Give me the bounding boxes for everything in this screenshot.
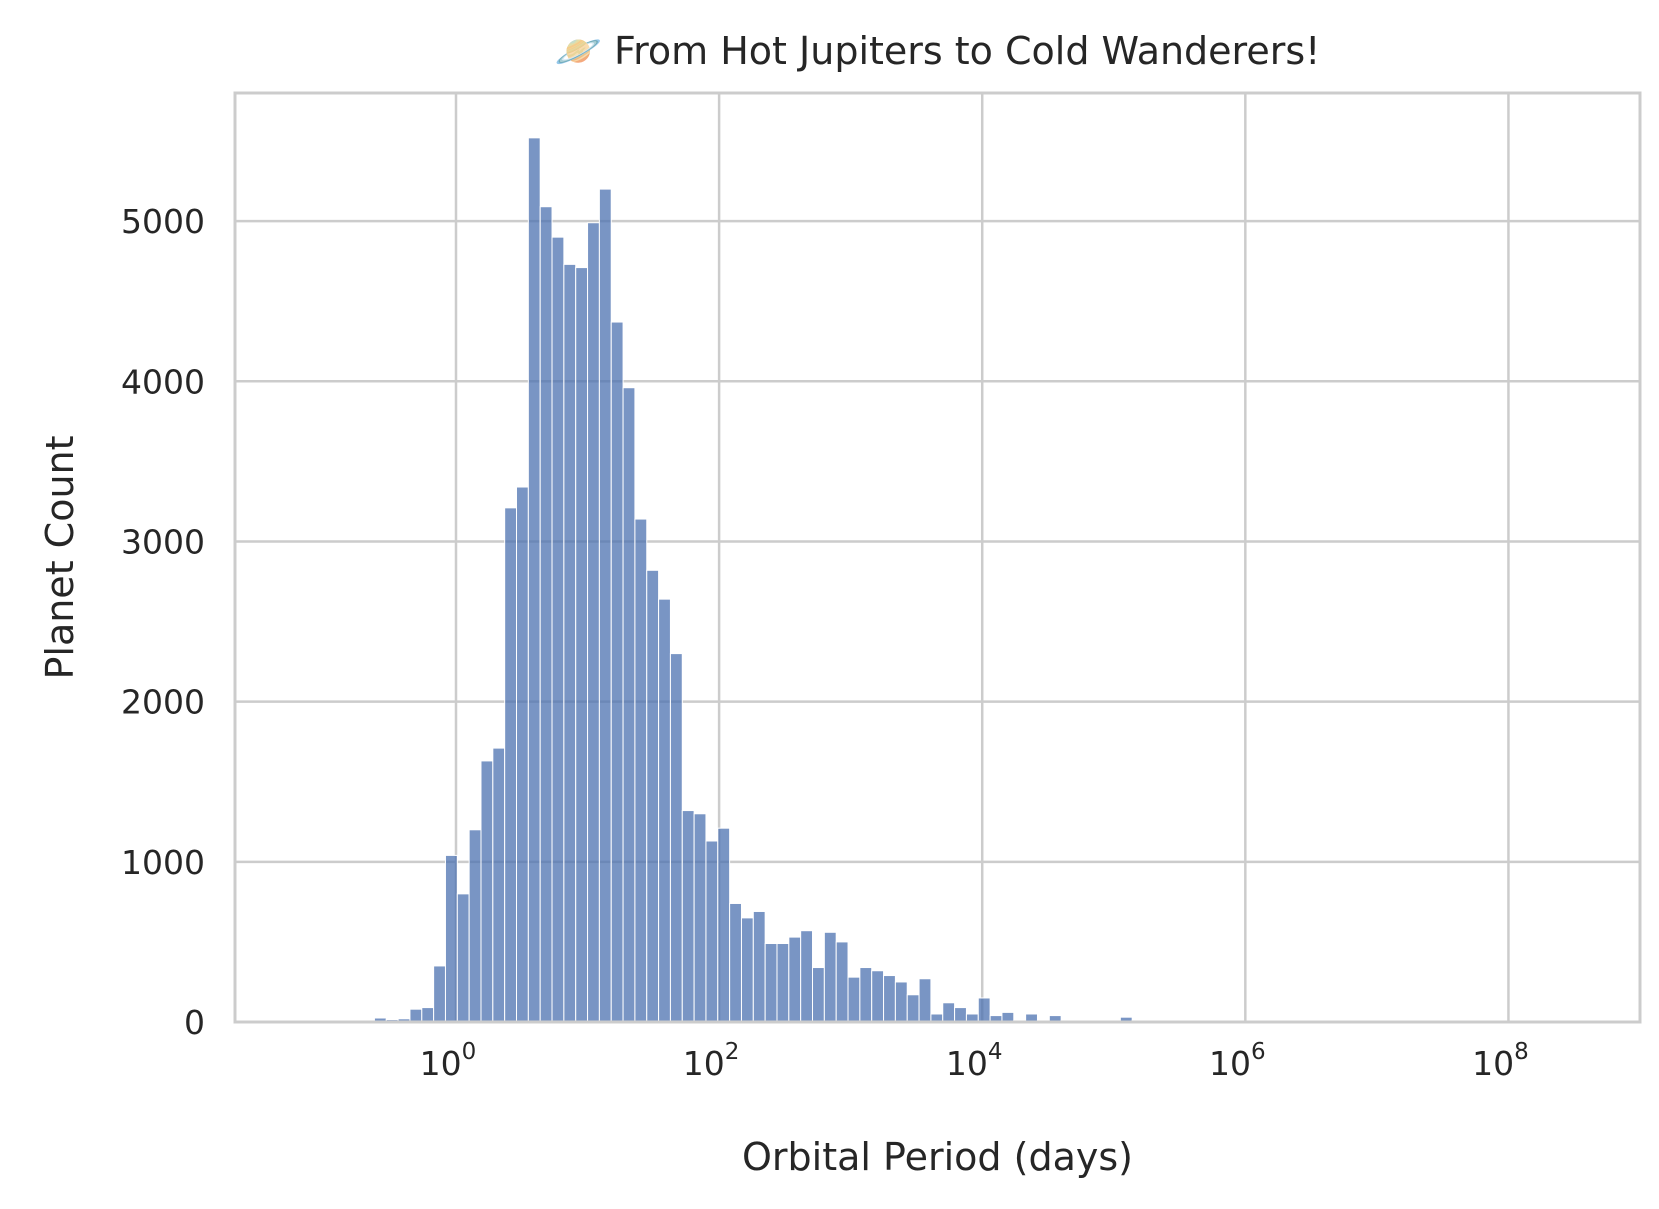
x-axis-label: Orbital Period (days) <box>742 1135 1133 1179</box>
histogram-bar <box>681 810 695 1023</box>
y-tick-label: 4000 <box>121 362 205 401</box>
histogram-bar <box>634 518 648 1023</box>
histogram-bar <box>752 910 766 1023</box>
x-tick-label: 102 <box>683 1039 740 1083</box>
histogram-bar <box>480 760 494 1023</box>
x-tick-label: 108 <box>1472 1039 1529 1083</box>
histogram-bar <box>729 902 742 1023</box>
histogram-bar <box>610 321 624 1023</box>
histogram-bars <box>362 137 1192 1023</box>
histogram-bar <box>906 994 920 1023</box>
histogram-bar <box>409 1008 423 1023</box>
histogram-bar <box>977 997 991 1023</box>
histogram-bar <box>812 967 825 1023</box>
histogram-bar <box>527 137 541 1023</box>
plot-frame <box>233 91 1642 1024</box>
histogram-bar <box>587 222 600 1023</box>
histogram-bar <box>421 1007 435 1023</box>
histogram-bar <box>669 653 683 1023</box>
histogram-bar <box>776 943 790 1023</box>
histogram-bar <box>800 930 814 1023</box>
histogram-bar <box>835 941 849 1023</box>
histogram-bar <box>693 813 707 1023</box>
histogram-bar <box>788 936 802 1023</box>
histogram-bar <box>516 486 529 1023</box>
histogram-bar <box>871 970 885 1023</box>
histogram-bar <box>883 975 896 1023</box>
histogram-bar <box>575 267 589 1023</box>
y-tick-label: 2000 <box>121 683 205 722</box>
histogram-bar <box>433 965 446 1023</box>
histogram-bar <box>918 978 932 1023</box>
histogram-bar <box>598 188 612 1023</box>
y-axis-ticks: 0 1000 2000 3000 4000 5000 <box>121 202 205 1042</box>
histogram-bar <box>740 917 754 1023</box>
histogram-bar <box>563 263 577 1023</box>
histogram-bar <box>942 1002 956 1023</box>
histogram-bar <box>658 598 671 1023</box>
histogram-bar <box>539 206 553 1023</box>
histogram-bar <box>859 967 873 1023</box>
y-tick-label: 3000 <box>121 522 205 561</box>
y-axis-label: Planet Count <box>38 435 82 679</box>
x-tick-label: 104 <box>946 1039 1003 1083</box>
y-tick-label: 5000 <box>121 202 205 241</box>
histogram-bar <box>705 840 719 1023</box>
histogram-bar <box>468 829 482 1023</box>
chart-title: 🪐 From Hot Jupiters to Cold Wanderers! <box>555 29 1321 73</box>
histogram-bar <box>622 387 636 1023</box>
histogram-bar <box>847 976 861 1023</box>
histogram-bar <box>492 747 506 1023</box>
x-axis-ticks: 100 102 104 106 108 <box>420 1039 1529 1083</box>
histogram-bar <box>954 1007 967 1023</box>
y-tick-label: 1000 <box>121 843 205 882</box>
x-tick-label: 106 <box>1209 1039 1266 1083</box>
histogram-bar <box>823 931 837 1023</box>
histogram-bar <box>894 981 908 1023</box>
histogram-bar <box>764 943 778 1023</box>
histogram-bar <box>456 893 470 1023</box>
histogram-bar <box>444 854 458 1023</box>
x-tick-label: 100 <box>420 1039 477 1083</box>
histogram-bar <box>646 569 660 1023</box>
histogram-bar <box>551 236 565 1023</box>
histogram-bar <box>717 827 731 1023</box>
y-tick-label: 0 <box>184 1003 205 1042</box>
histogram-bar <box>504 507 518 1023</box>
